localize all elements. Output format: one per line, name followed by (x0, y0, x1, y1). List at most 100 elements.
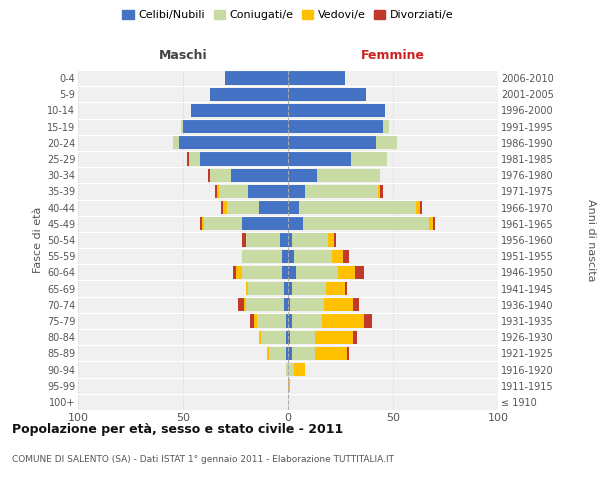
Bar (317, 168, 380, 182)
Bar (284, 282, 288, 295)
Legend: Celibi/Nubili, Coniugati/e, Vedovi/e, Divorziati/e: Celibi/Nubili, Coniugati/e, Vedovi/e, Di… (118, 6, 458, 25)
Bar (210, 88, 288, 101)
Bar (218, 185, 248, 198)
Text: Femmine: Femmine (361, 50, 425, 62)
Bar (429, 217, 433, 230)
Bar (250, 314, 254, 328)
Bar (215, 185, 217, 198)
Bar (288, 185, 305, 198)
Bar (290, 298, 324, 312)
Bar (343, 250, 349, 263)
Bar (364, 314, 372, 328)
Bar (379, 185, 380, 198)
Bar (416, 201, 420, 214)
Bar (353, 330, 358, 344)
Bar (288, 120, 383, 134)
Bar (286, 363, 288, 376)
Bar (380, 185, 383, 198)
Bar (259, 330, 260, 344)
Bar (179, 136, 288, 149)
Bar (288, 330, 290, 344)
Y-axis label: Fasce di età: Fasce di età (32, 207, 43, 273)
Bar (345, 282, 347, 295)
Bar (351, 152, 387, 166)
Bar (288, 136, 376, 149)
Bar (299, 201, 416, 214)
Bar (292, 346, 316, 360)
Bar (288, 250, 295, 263)
Bar (242, 250, 282, 263)
Bar (227, 201, 259, 214)
Text: Popolazione per età, sesso e stato civile - 2011: Popolazione per età, sesso e stato civil… (12, 422, 343, 436)
Bar (269, 346, 286, 360)
Bar (338, 266, 355, 279)
Bar (221, 201, 223, 214)
Bar (183, 120, 288, 134)
Bar (376, 136, 397, 149)
Bar (282, 266, 288, 279)
Bar (244, 298, 246, 312)
Bar (322, 314, 364, 328)
Bar (200, 152, 288, 166)
Bar (200, 217, 202, 230)
Bar (288, 88, 366, 101)
Bar (316, 346, 347, 360)
Bar (288, 363, 295, 376)
Bar (305, 185, 379, 198)
Bar (280, 234, 288, 246)
Bar (332, 250, 343, 263)
Bar (217, 185, 218, 198)
Bar (232, 168, 288, 182)
Bar (288, 346, 292, 360)
Bar (288, 314, 292, 328)
Bar (288, 168, 317, 182)
Bar (235, 266, 242, 279)
Bar (303, 217, 429, 230)
Bar (248, 282, 284, 295)
Text: Maschi: Maschi (158, 50, 208, 62)
Bar (326, 282, 345, 295)
Bar (260, 330, 286, 344)
Bar (292, 314, 322, 328)
Bar (288, 72, 345, 85)
Bar (290, 330, 316, 344)
Bar (288, 201, 299, 214)
Text: COMUNE DI SALENTO (SA) - Dati ISTAT 1° gennaio 2011 - Elaborazione TUTTITALIA.IT: COMUNE DI SALENTO (SA) - Dati ISTAT 1° g… (12, 455, 394, 464)
Bar (225, 72, 288, 85)
Bar (355, 266, 364, 279)
Bar (295, 363, 305, 376)
Bar (242, 266, 282, 279)
Bar (328, 234, 334, 246)
Bar (296, 266, 338, 279)
Bar (288, 379, 290, 392)
Bar (210, 168, 232, 182)
Bar (347, 346, 349, 360)
Bar (181, 120, 183, 134)
Bar (187, 152, 189, 166)
Bar (254, 314, 257, 328)
Bar (246, 234, 280, 246)
Bar (208, 168, 210, 182)
Bar (288, 104, 385, 117)
Bar (204, 217, 242, 230)
Bar (288, 282, 292, 295)
Bar (286, 346, 288, 360)
Bar (288, 217, 303, 230)
Bar (246, 298, 284, 312)
Bar (421, 201, 422, 214)
Bar (267, 346, 269, 360)
Bar (233, 266, 235, 279)
Bar (288, 266, 296, 279)
Bar (257, 314, 286, 328)
Bar (295, 250, 332, 263)
Bar (292, 282, 326, 295)
Bar (202, 217, 204, 230)
Bar (288, 234, 292, 246)
Bar (383, 120, 389, 134)
Bar (284, 298, 288, 312)
Bar (238, 298, 244, 312)
Bar (288, 152, 351, 166)
Bar (223, 201, 227, 214)
Bar (334, 234, 337, 246)
Bar (288, 298, 290, 312)
